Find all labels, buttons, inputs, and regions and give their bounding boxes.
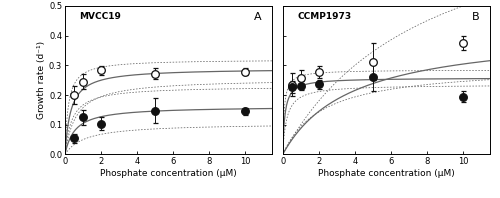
Text: MVCC19: MVCC19 (80, 12, 122, 21)
Text: A: A (254, 12, 262, 22)
Text: B: B (472, 12, 480, 22)
Y-axis label: Growth rate (d⁻¹): Growth rate (d⁻¹) (37, 41, 46, 119)
Text: CCMP1973: CCMP1973 (297, 12, 352, 21)
X-axis label: Phosphate concentration (μM): Phosphate concentration (μM) (100, 169, 237, 178)
X-axis label: Phosphate concentration (μM): Phosphate concentration (μM) (318, 169, 454, 178)
